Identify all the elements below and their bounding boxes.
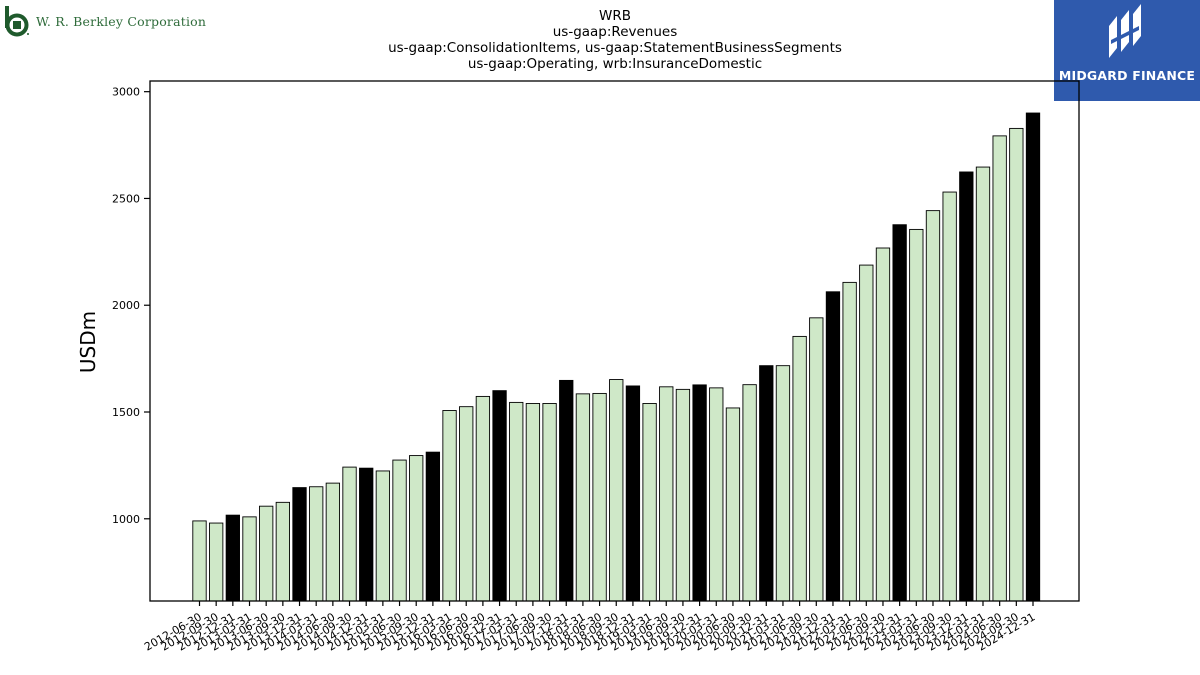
- bar: [592, 392, 607, 602]
- chart-title-line: us-gaap:Revenues: [553, 24, 678, 40]
- berkley-emblem-icon: [5, 6, 29, 37]
- bar: [692, 384, 707, 602]
- bar: [559, 379, 574, 602]
- chart-title: WRBus-gaap:Revenuesus-gaap:Consolidation…: [388, 8, 842, 72]
- chart-title-line: WRB: [599, 8, 631, 24]
- bar: [375, 470, 391, 602]
- bar: [1025, 112, 1041, 602]
- y-tick-label: 3000: [112, 86, 140, 99]
- bars-group: [192, 112, 1041, 602]
- bar: [209, 522, 224, 602]
- bar: [409, 455, 424, 602]
- bar: [675, 388, 691, 602]
- bar: [625, 385, 641, 602]
- berkley-company-name: W. R. Berkley Corporation: [36, 13, 207, 29]
- berkley-logo: W. R. Berkley Corporation: [4, 5, 206, 37]
- bar: [709, 387, 724, 602]
- bar: [609, 379, 624, 602]
- y-tick-label: 1000: [112, 513, 140, 526]
- bar: [875, 247, 891, 602]
- midgard-company-name: MIDGARD FINANCE: [1058, 68, 1196, 83]
- x-axis: 2012-06-302012-09-302012-12-312013-03-31…: [142, 601, 1038, 654]
- bar: [925, 210, 941, 602]
- bar: [942, 191, 957, 602]
- bar: [475, 395, 491, 602]
- bar: [792, 335, 807, 602]
- bar: [859, 264, 874, 602]
- bar: [809, 317, 824, 602]
- bar: [225, 514, 240, 602]
- bar: [292, 487, 307, 602]
- bar: [975, 166, 991, 602]
- bar: [442, 410, 457, 602]
- bar: [459, 406, 474, 602]
- midgard-emblem-icon: [1109, 4, 1141, 58]
- y-tick-label: 2000: [112, 299, 140, 312]
- chart-title-line: us-gaap:Operating, wrb:InsuranceDomestic: [468, 56, 762, 72]
- bar: [275, 501, 290, 602]
- bar: [825, 291, 841, 602]
- bar: [192, 520, 207, 602]
- y-tick-label: 2500: [112, 192, 140, 205]
- bar: [659, 386, 674, 602]
- midgard-logo: MIDGARD FINANCE: [1054, 0, 1200, 101]
- bar: [492, 390, 507, 602]
- bar: [309, 486, 324, 602]
- y-tick-label: 1500: [112, 406, 140, 419]
- plot-frame: [149, 80, 1080, 602]
- bar: [842, 281, 857, 602]
- bar: [342, 466, 357, 602]
- bar: [525, 403, 541, 602]
- bar: [775, 365, 791, 602]
- y-axis: 1000 1500 2000 2500 3000: [112, 86, 150, 526]
- bar: [259, 505, 274, 602]
- bar: [325, 482, 341, 602]
- bar: [1009, 127, 1024, 602]
- bar: [509, 401, 524, 602]
- bar: [725, 407, 741, 602]
- bar: [642, 403, 657, 602]
- bar: [759, 365, 774, 602]
- bar: [742, 384, 757, 602]
- bar: [575, 393, 591, 602]
- bar: [542, 403, 557, 602]
- bar: [359, 467, 374, 602]
- bar: [392, 459, 407, 602]
- bar: [959, 171, 974, 602]
- bar: [992, 135, 1007, 602]
- bar: [242, 516, 257, 602]
- chart-title-line: us-gaap:ConsolidationItems, us-gaap:Stat…: [388, 40, 842, 56]
- bar: [909, 228, 924, 602]
- y-axis-label: USDm: [76, 311, 100, 373]
- bar: [892, 224, 907, 602]
- bar: [425, 451, 441, 602]
